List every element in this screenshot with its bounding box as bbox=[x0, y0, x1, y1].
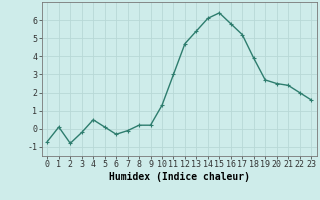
X-axis label: Humidex (Indice chaleur): Humidex (Indice chaleur) bbox=[109, 172, 250, 182]
